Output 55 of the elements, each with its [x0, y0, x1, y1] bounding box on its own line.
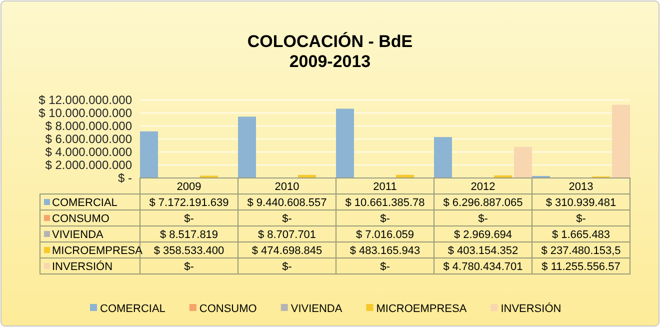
y-tick-label: $ 4.000.000.000 — [45, 144, 132, 159]
text: VIVIENDA — [290, 303, 342, 315]
y-tick-label: $ 2.000.000.000 — [45, 158, 132, 172]
data-label: $ 8.707.701 — [258, 229, 316, 241]
data-label: $- — [576, 213, 586, 225]
data-label: $ 4.780.434.701 — [443, 261, 523, 273]
data-label: $ 358.533.400 — [154, 245, 224, 257]
data-label: $- — [282, 261, 292, 273]
data-label: $ 1.665.483 — [552, 229, 610, 241]
text: CONSUMO — [199, 303, 257, 315]
y-tick-label: $ - — [118, 170, 132, 185]
x-tick-label: 2012 — [470, 181, 496, 193]
bar — [434, 137, 452, 178]
y-tick-label: $ 8.000.000.000 — [45, 118, 132, 133]
data-label: $- — [282, 213, 292, 225]
y-tick-label: $ 12.000.000.000 — [38, 92, 132, 107]
data-label: $ 237.480.153,5 — [541, 245, 621, 257]
x-tick-label: 2010 — [274, 181, 300, 193]
bar — [238, 116, 256, 178]
data-label: $ 7.172.191.639 — [149, 197, 229, 209]
x-tick-label: 2009 — [176, 181, 202, 193]
data-label: $ 474.698.845 — [252, 245, 322, 257]
chart-subtitle: 2009-2013 — [289, 52, 371, 71]
data-label: $ 403.154.352 — [448, 245, 518, 257]
text: MICROEMPRESA — [376, 303, 467, 315]
data-label: $ 483.165.943 — [350, 245, 420, 257]
data-label: $ 7.016.059 — [356, 229, 414, 241]
data-label: $ 310.939.481 — [546, 197, 616, 209]
x-tick-label: 2011 — [373, 181, 397, 193]
bar — [336, 108, 354, 178]
bar — [514, 146, 532, 178]
data-label: $ 2.969.694 — [454, 229, 512, 241]
data-label: $- — [380, 213, 390, 225]
bar — [140, 131, 158, 178]
data-label: $- — [380, 261, 390, 273]
data-label: $- — [184, 261, 194, 273]
text: COMERCIAL — [100, 303, 166, 315]
y-tick-label: $ 6.000.000.000 — [45, 132, 132, 146]
y-tick-label: $ 10.000.000.000 — [38, 106, 132, 120]
data-label: $ 10.661.385.78 — [345, 197, 425, 209]
legend-label: CONSUMO — [52, 213, 110, 225]
legend-label: MICROEMPRESA — [52, 245, 144, 257]
data-label: $ 8.517.819 — [160, 229, 218, 241]
legend-label: INVERSIÓN — [500, 302, 562, 315]
data-label: $- — [184, 213, 194, 225]
data-label: $ 9.440.608.557 — [247, 197, 327, 209]
data-label: $- — [478, 213, 488, 225]
data-label: $ 6.296.887.065 — [443, 197, 523, 209]
legend-label: VIVIENDA — [52, 229, 104, 241]
text: INVERSIÓN — [52, 261, 113, 273]
legend-label: COMERCIAL — [52, 197, 118, 209]
data-label: $ 11.255.556.57 — [542, 261, 620, 273]
bar — [612, 104, 630, 178]
chart-title: COLOCACIÓN - BdE — [247, 31, 413, 51]
x-tick-label: 2013 — [568, 181, 594, 193]
